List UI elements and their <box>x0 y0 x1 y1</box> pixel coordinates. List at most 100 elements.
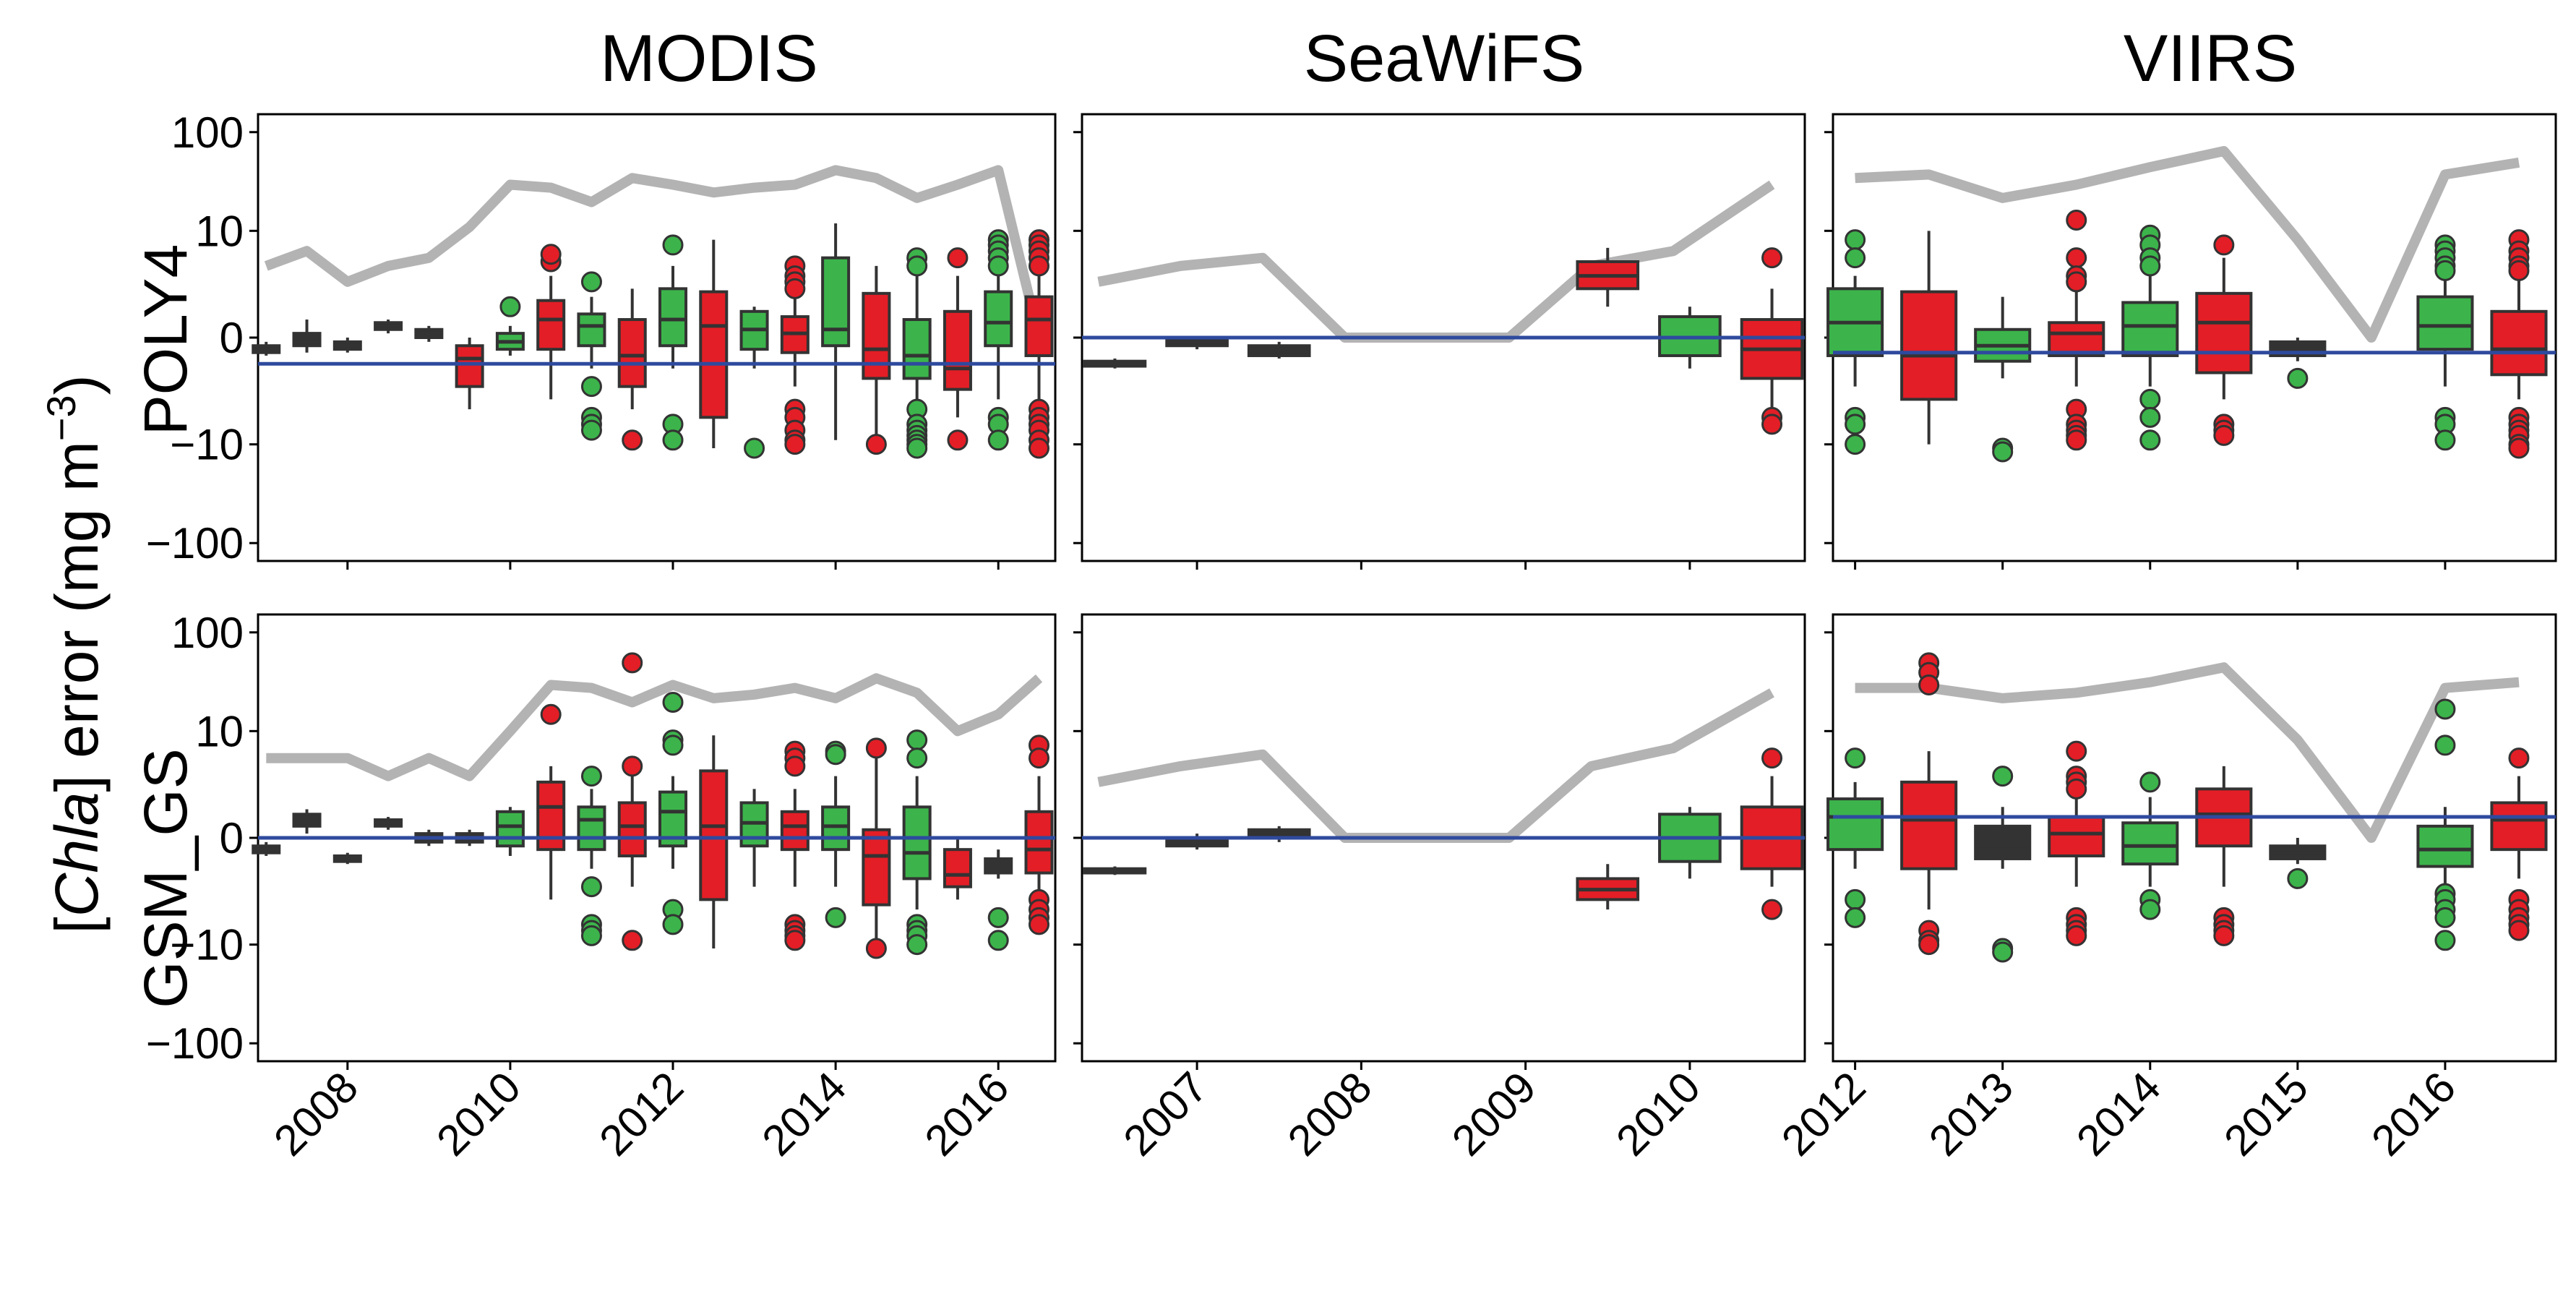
box-body <box>1900 780 1958 870</box>
box-2016 <box>984 229 1013 451</box>
box-2011 <box>577 271 606 441</box>
outlier-point <box>2434 260 2456 281</box>
outlier-point <box>662 429 684 451</box>
box-2010 <box>1658 807 1722 879</box>
box-2013.5 <box>780 740 810 951</box>
box-2016 <box>984 849 1013 951</box>
box-body <box>2121 301 2179 357</box>
box-body <box>2416 295 2474 351</box>
x-tick-label: 2014 <box>753 1063 856 1165</box>
col-title-modis: MODIS <box>600 22 818 95</box>
outlier-point <box>2213 234 2235 256</box>
box-2012 <box>658 691 688 935</box>
x-tick-label: 2012 <box>590 1063 692 1165</box>
box-body <box>292 332 322 348</box>
box-2011 <box>577 766 606 946</box>
box-2009.5 <box>1576 247 1640 307</box>
col-title-seawifs: SeaWiFS <box>1304 22 1585 95</box>
outlier-point <box>2434 930 2456 951</box>
box-2010.5 <box>1740 747 1804 920</box>
box-2012.5 <box>699 239 729 449</box>
box-2009.5 <box>1576 864 1640 910</box>
outlier-point <box>987 907 1009 928</box>
box-2009.5 <box>455 338 484 410</box>
box-body <box>617 318 647 388</box>
outlier-point <box>622 652 643 674</box>
panel-viirs-gsm-gs: 2012 2013 2014 2015 2016 <box>1772 613 2557 1165</box>
box-2010.5 <box>536 703 566 900</box>
box-body <box>821 805 851 852</box>
panel-seawifs-gsm-gs: 2007 2008 2009 2010 <box>1073 613 1806 1165</box>
box-2010.5 <box>1740 247 1804 435</box>
box-2014.5 <box>2195 766 2253 946</box>
outlier-point <box>2287 367 2309 389</box>
outlier-point <box>2066 209 2087 231</box>
y-tick-label: 0 <box>220 814 244 862</box>
panel-viirs-poly4 <box>1824 113 2557 570</box>
outlier-point <box>1845 247 1866 269</box>
outlier-point <box>1761 747 1783 769</box>
box-body <box>943 309 972 391</box>
outlier-point <box>1845 434 1866 455</box>
y-tick-label: 10 <box>195 707 244 755</box>
x-tick-label: 2013 <box>1920 1063 2022 1165</box>
row-title-gsm-gs: GSM_GS <box>132 748 199 1008</box>
box-2015 <box>2269 838 2327 889</box>
outlier-point <box>662 234 684 256</box>
outlier-point <box>580 876 602 898</box>
box-body <box>862 291 891 380</box>
box-body <box>2195 291 2253 374</box>
outlier-point <box>825 744 846 766</box>
outlier-point <box>2066 247 2087 269</box>
box-2012.5 <box>699 735 729 949</box>
gray-trend-line <box>266 673 1043 781</box>
outlier-point <box>662 914 684 935</box>
box-2014 <box>821 740 851 928</box>
x-tick-label: 2014 <box>2067 1063 2170 1165</box>
outlier-point <box>2508 920 2530 941</box>
box-body <box>577 312 606 348</box>
outlier-point <box>1028 914 1049 935</box>
outlier-point <box>2139 406 2161 428</box>
box-body <box>2490 801 2548 852</box>
outlier-point <box>1761 414 1783 435</box>
outlier-point <box>2066 778 2087 800</box>
outlier-point <box>2508 747 2530 769</box>
x-tick-label: 2007 <box>1115 1063 1217 1165</box>
box-body <box>577 805 606 852</box>
box-body <box>536 299 566 351</box>
outlier-point <box>906 255 928 277</box>
y-axis-label: [Chla] error (mg m−3) <box>38 374 111 933</box>
outlier-point <box>2434 907 2456 928</box>
box-2013 <box>739 307 769 459</box>
box-body <box>495 810 525 848</box>
box-2012 <box>658 234 688 451</box>
y-tick-label: −10 <box>170 421 244 469</box>
box-2015.5 <box>943 838 972 900</box>
box-body <box>699 290 729 419</box>
box-2006.5 <box>1083 358 1147 369</box>
box-2016 <box>2416 698 2474 951</box>
box-2008 <box>332 338 362 353</box>
outlier-point <box>2139 255 2161 277</box>
outlier-point <box>1028 437 1049 459</box>
y-tick-label: 10 <box>195 207 244 255</box>
outlier-point <box>499 296 521 317</box>
outlier-point <box>1845 907 1866 928</box>
outlier-point <box>622 930 643 951</box>
box-2012 <box>1826 229 1884 455</box>
y-tick-label: −10 <box>170 921 244 969</box>
outlier-point <box>1845 414 1866 435</box>
outlier-point <box>906 437 928 459</box>
outlier-point <box>1028 747 1049 769</box>
x-tick-label: 2012 <box>1772 1063 1875 1165</box>
box-body <box>780 810 810 852</box>
outlier-point <box>784 930 806 951</box>
outlier-point <box>580 925 602 946</box>
outlier-point <box>662 691 684 713</box>
outlier-point <box>1992 766 2014 787</box>
outlier-point <box>2213 925 2235 946</box>
